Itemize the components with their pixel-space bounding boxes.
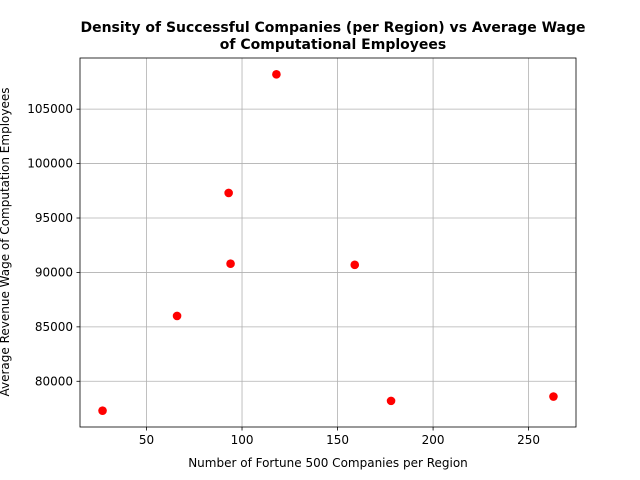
- chart-title-line-2: of Computational Employees: [220, 37, 446, 53]
- data-point: [386, 396, 396, 406]
- data-point: [272, 70, 281, 79]
- data-point: [350, 260, 360, 270]
- y-axis-label: Average Revenue Wage of Computation Empl…: [0, 88, 12, 397]
- x-axis: 50 100 150 200 250: [139, 427, 540, 447]
- data-point: [172, 311, 182, 321]
- data-point: [226, 259, 235, 269]
- data-point: [98, 406, 107, 415]
- data-point: [549, 392, 558, 401]
- data-point: [224, 188, 233, 198]
- y-axis: 80000 85000 90000 95000 100000 105000: [27, 102, 80, 388]
- y-tick-label: 80000: [35, 374, 73, 388]
- y-tick-label: 85000: [35, 320, 73, 334]
- x-tick-label: 100: [231, 433, 254, 447]
- chart-title-line-1: Density of Successful Companies (per Reg…: [80, 20, 585, 36]
- x-tick-label: 200: [422, 433, 445, 447]
- y-tick-label: 105000: [27, 102, 73, 116]
- x-tick-label: 150: [326, 433, 349, 447]
- data-points: [98, 70, 558, 415]
- x-tick-label: 250: [517, 433, 540, 447]
- y-tick-label: 100000: [27, 157, 73, 171]
- y-tick-label: 90000: [35, 265, 73, 279]
- x-axis-label: Number of Fortune 500 Companies per Regi…: [188, 456, 468, 470]
- x-tick-label: 50: [139, 433, 154, 447]
- y-tick-label: 95000: [35, 211, 73, 225]
- grid: [80, 58, 576, 427]
- plot-frame: [79, 57, 577, 428]
